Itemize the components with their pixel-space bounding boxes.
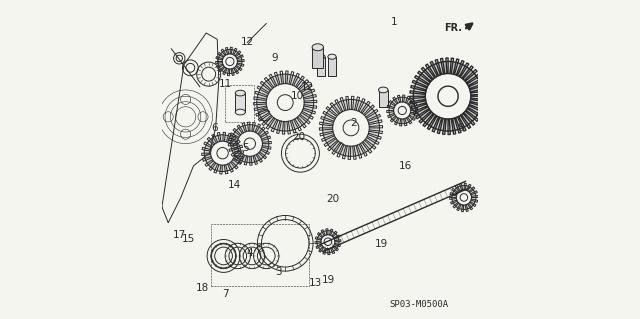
Polygon shape: [204, 135, 241, 172]
Text: 13: 13: [309, 278, 323, 288]
Polygon shape: [257, 74, 314, 131]
Text: 9: 9: [272, 53, 278, 63]
Text: 17: 17: [173, 230, 186, 240]
Text: 16: 16: [399, 161, 412, 171]
Text: 15: 15: [182, 234, 195, 244]
Text: 20: 20: [292, 132, 305, 142]
Bar: [211, 224, 309, 286]
Text: 6: 6: [212, 123, 218, 133]
Text: 19: 19: [375, 239, 388, 249]
Ellipse shape: [236, 90, 245, 96]
Text: 8: 8: [458, 123, 464, 133]
Text: 2: 2: [350, 118, 356, 128]
Bar: [236, 93, 245, 112]
Bar: [225, 85, 253, 122]
Ellipse shape: [317, 54, 325, 59]
Polygon shape: [231, 125, 269, 163]
Ellipse shape: [236, 109, 245, 115]
Text: 14: 14: [228, 180, 241, 190]
Polygon shape: [452, 185, 476, 210]
Polygon shape: [389, 97, 415, 124]
Text: 10: 10: [291, 91, 305, 101]
Ellipse shape: [378, 87, 388, 93]
Bar: [312, 47, 323, 68]
Text: 12: 12: [241, 38, 254, 48]
Ellipse shape: [328, 54, 336, 59]
Text: 4: 4: [246, 248, 253, 258]
Text: 7: 7: [222, 289, 228, 299]
Polygon shape: [323, 100, 380, 156]
Text: 20: 20: [326, 194, 339, 204]
Text: 1: 1: [390, 17, 397, 27]
Text: 11: 11: [218, 78, 232, 89]
Text: FR.: FR.: [444, 23, 462, 33]
Text: 19: 19: [322, 275, 335, 285]
Polygon shape: [413, 62, 483, 131]
Bar: [378, 90, 388, 107]
Polygon shape: [317, 231, 339, 253]
Bar: [317, 57, 325, 76]
Text: 12: 12: [301, 82, 314, 92]
Bar: [328, 57, 336, 76]
Text: 5: 5: [243, 144, 249, 153]
Text: SP03-M0500A: SP03-M0500A: [390, 300, 449, 309]
Text: 3: 3: [276, 267, 282, 277]
Ellipse shape: [312, 44, 323, 51]
Text: 18: 18: [196, 283, 209, 293]
Polygon shape: [218, 49, 242, 73]
